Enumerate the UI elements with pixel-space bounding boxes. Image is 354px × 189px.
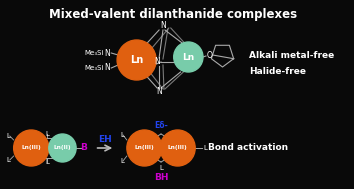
Text: O: O [207, 50, 213, 60]
Text: L: L [120, 158, 124, 164]
Text: Ln: Ln [182, 53, 194, 61]
Circle shape [127, 130, 162, 166]
Text: L: L [7, 157, 11, 163]
Text: N: N [104, 49, 110, 57]
Text: EH: EH [98, 136, 112, 145]
Text: L: L [159, 165, 163, 171]
Text: Me₃Si: Me₃Si [84, 65, 103, 71]
Circle shape [117, 40, 156, 80]
Text: Mixed-valent dilanthanide complexes: Mixed-valent dilanthanide complexes [49, 8, 297, 21]
Text: Ln(III): Ln(III) [135, 146, 154, 150]
Text: Ln(II): Ln(II) [54, 146, 71, 150]
Circle shape [49, 134, 76, 162]
Text: L: L [7, 133, 11, 139]
Circle shape [174, 42, 203, 72]
Text: Alkali metal-free: Alkali metal-free [249, 50, 334, 60]
Text: L: L [45, 131, 49, 137]
Text: B: B [80, 143, 87, 153]
Text: Me₃Si: Me₃Si [84, 50, 103, 56]
Text: BH: BH [154, 174, 168, 183]
Text: Eδ-: Eδ- [154, 122, 168, 130]
Text: N: N [154, 57, 160, 67]
Text: N: N [104, 64, 110, 73]
Circle shape [160, 130, 195, 166]
Text: Bond activation: Bond activation [208, 143, 288, 153]
Text: L: L [45, 159, 49, 165]
Text: L: L [203, 145, 207, 151]
Circle shape [14, 130, 49, 166]
Text: N: N [160, 22, 166, 30]
Text: N: N [156, 88, 162, 97]
Text: Ln(III): Ln(III) [21, 146, 41, 150]
Text: L: L [120, 132, 124, 138]
Text: Ln: Ln [130, 55, 143, 65]
Text: Ln(III): Ln(III) [168, 146, 188, 150]
Text: Halide-free: Halide-free [249, 67, 306, 77]
